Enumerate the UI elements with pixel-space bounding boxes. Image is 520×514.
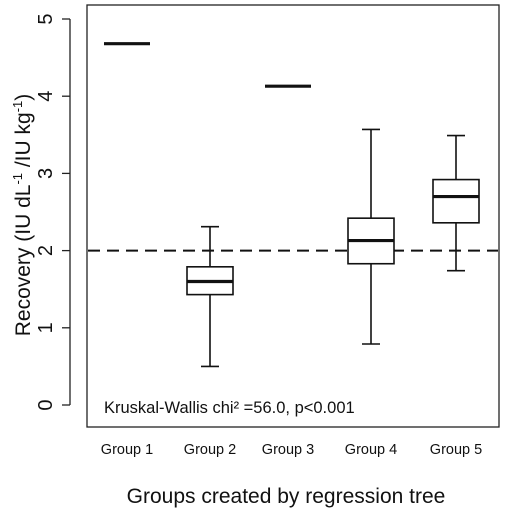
y-tick-label-1: 1 (35, 322, 57, 333)
box-group-2 (186, 225, 234, 368)
x-category-label-group-2: Group 2 (184, 442, 236, 458)
y-tick-label-0: 0 (35, 399, 57, 410)
x-axis-title: Groups created by regression tree (127, 485, 446, 508)
y-title-exp1: -1 (10, 173, 25, 185)
x-category-label-group-4: Group 4 (345, 442, 397, 458)
y-title-exp2: -1 (10, 101, 25, 113)
y-tick-label-2: 2 (35, 245, 57, 256)
plot-frame (86, 4, 500, 428)
y-axis-title: Recovery (IU dL-1 /IU kg-1) (10, 94, 35, 337)
box-group-5 (432, 134, 480, 272)
y-axis: 0 1 2 3 4 5 (35, 13, 71, 411)
y-title-end: ) (12, 94, 35, 101)
box-group-4 (347, 128, 395, 345)
y-tick-label-3: 3 (35, 168, 57, 179)
x-category-label-group-3: Group 3 (262, 442, 314, 458)
x-category-labels: Group 1 Group 2 Group 3 Group 4 Group 5 (101, 442, 482, 458)
iqr-box-group-5 (432, 178, 480, 224)
boxes (104, 42, 480, 368)
x-category-label-group-1: Group 1 (101, 442, 153, 458)
annotation-text: Kruskal-Wallis chi² =56.0, p<0.001 (104, 399, 355, 417)
y-tick-label-5: 5 (35, 13, 57, 24)
y-title-mid: /IU kg (12, 112, 35, 173)
x-category-label-group-5: Group 5 (430, 442, 482, 458)
y-title-base: Recovery (IU dL (12, 185, 35, 337)
y-tick-label-4: 4 (35, 91, 57, 102)
